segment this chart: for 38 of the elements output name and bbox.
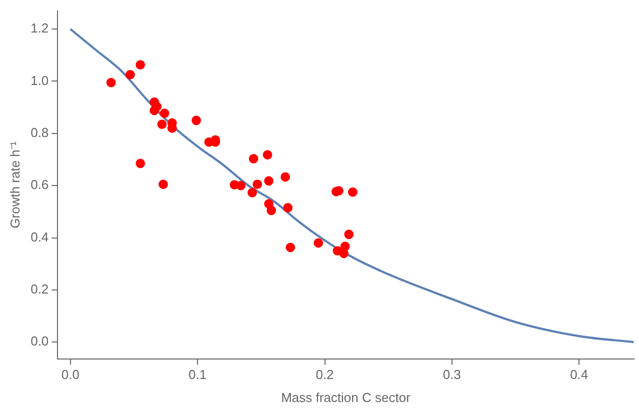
point [314, 238, 324, 248]
y-tick-label: 1.0 [30, 72, 49, 88]
x-axis-title: Mass fraction C sector [281, 390, 412, 405]
point [286, 242, 296, 252]
point [262, 150, 272, 160]
x-tick-label: 0.0 [61, 367, 80, 382]
y-tick-label: 0.0 [30, 334, 49, 349]
x-tick-label: 0.4 [570, 367, 588, 382]
x-tick-label: 0.1 [188, 367, 207, 382]
x-tick-label: 0.3 [442, 367, 461, 382]
y-axis-title: Growth rate h⁻¹ [7, 140, 22, 228]
y-tick-label: 0.2 [30, 282, 49, 297]
point [280, 172, 290, 182]
point [125, 70, 135, 80]
point [248, 154, 258, 164]
point [340, 242, 350, 252]
point [158, 180, 168, 189]
y-tick-label: 1.2 [30, 20, 49, 36]
point [344, 230, 354, 240]
point [283, 203, 293, 212]
x-tick-label: 0.2 [316, 367, 334, 382]
point [266, 206, 276, 216]
point [106, 78, 116, 88]
point [136, 60, 146, 70]
y-tick-label: 0.4 [30, 229, 49, 244]
point [236, 180, 246, 190]
point [264, 176, 274, 186]
point [136, 158, 146, 168]
point [160, 108, 170, 118]
y-tick-label: 0.8 [30, 124, 49, 140]
point [157, 120, 167, 129]
point [192, 116, 201, 126]
point [152, 102, 162, 112]
point [252, 180, 262, 189]
line-series [69, 28, 634, 344]
point [248, 188, 257, 198]
y-tick-label: 0.6 [30, 177, 49, 192]
point [348, 187, 358, 197]
